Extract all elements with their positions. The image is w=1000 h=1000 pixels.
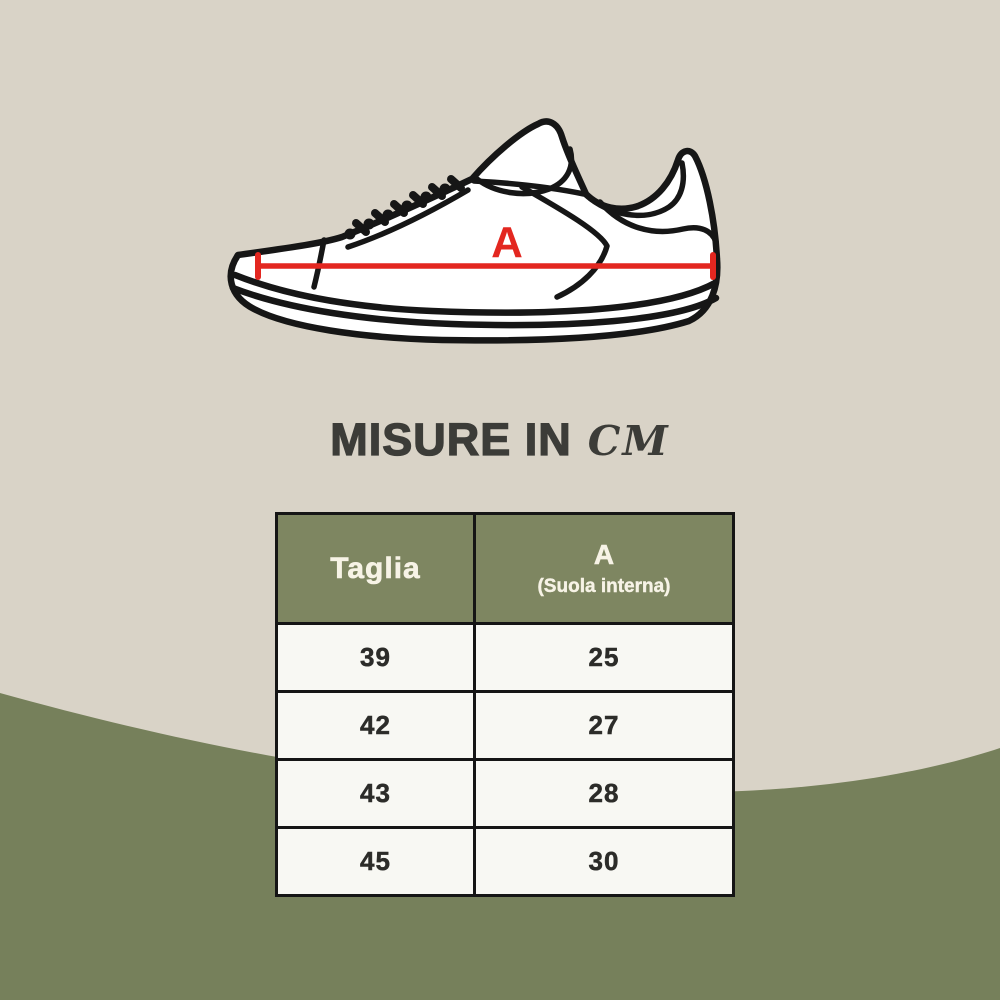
cell-taglia: 45 — [275, 826, 476, 897]
page-title: MISURE IN CM — [0, 413, 1000, 466]
cell-taglia: 39 — [275, 622, 476, 693]
table-row: 39 25 — [275, 622, 735, 693]
header-row: Taglia A (Suola interna) — [275, 512, 735, 625]
cell-a: 30 — [473, 826, 735, 897]
cell-a: 25 — [473, 622, 735, 693]
laces — [344, 175, 465, 240]
sneaker-outline — [227, 118, 721, 344]
header-a-sublabel: (Suola interna) — [537, 576, 671, 598]
cell-a: 27 — [473, 690, 735, 761]
sneaker-body — [227, 118, 721, 344]
heel-counter-seam — [597, 199, 719, 245]
eyestay-line — [345, 187, 471, 250]
cell-a: 28 — [473, 758, 735, 829]
size-table-body: 39 25 42 27 43 28 45 30 — [275, 622, 735, 897]
tongue-fold — [474, 146, 575, 197]
title-unit-text: CM — [587, 417, 670, 465]
sole-seam-lower — [229, 284, 720, 329]
header-a-label: A — [593, 538, 615, 571]
header-taglia-label: Taglia — [330, 551, 421, 585]
measurement-label: A — [491, 218, 523, 267]
title-main-text: MISURE IN — [330, 413, 572, 465]
table-row: 45 30 — [275, 826, 735, 897]
size-table-header: Taglia A (Suola interna) — [275, 512, 735, 625]
table-row: 43 28 — [275, 758, 735, 829]
header-cell-a: A (Suola interna) — [473, 512, 735, 625]
quarter-seam — [519, 184, 610, 300]
sole-seam-upper — [231, 271, 719, 316]
sneaker-illustration: A — [227, 118, 721, 344]
collar-line — [471, 178, 587, 197]
cell-taglia: 43 — [275, 758, 476, 829]
cell-taglia: 42 — [275, 690, 476, 761]
measurement-line: A — [255, 218, 716, 280]
size-table: Taglia A (Suola interna) 39 25 42 27 43 … — [275, 512, 735, 897]
header-cell-taglia: Taglia — [275, 512, 476, 625]
table-row: 42 27 — [275, 690, 735, 761]
background-beige-curve — [0, 0, 1000, 793]
